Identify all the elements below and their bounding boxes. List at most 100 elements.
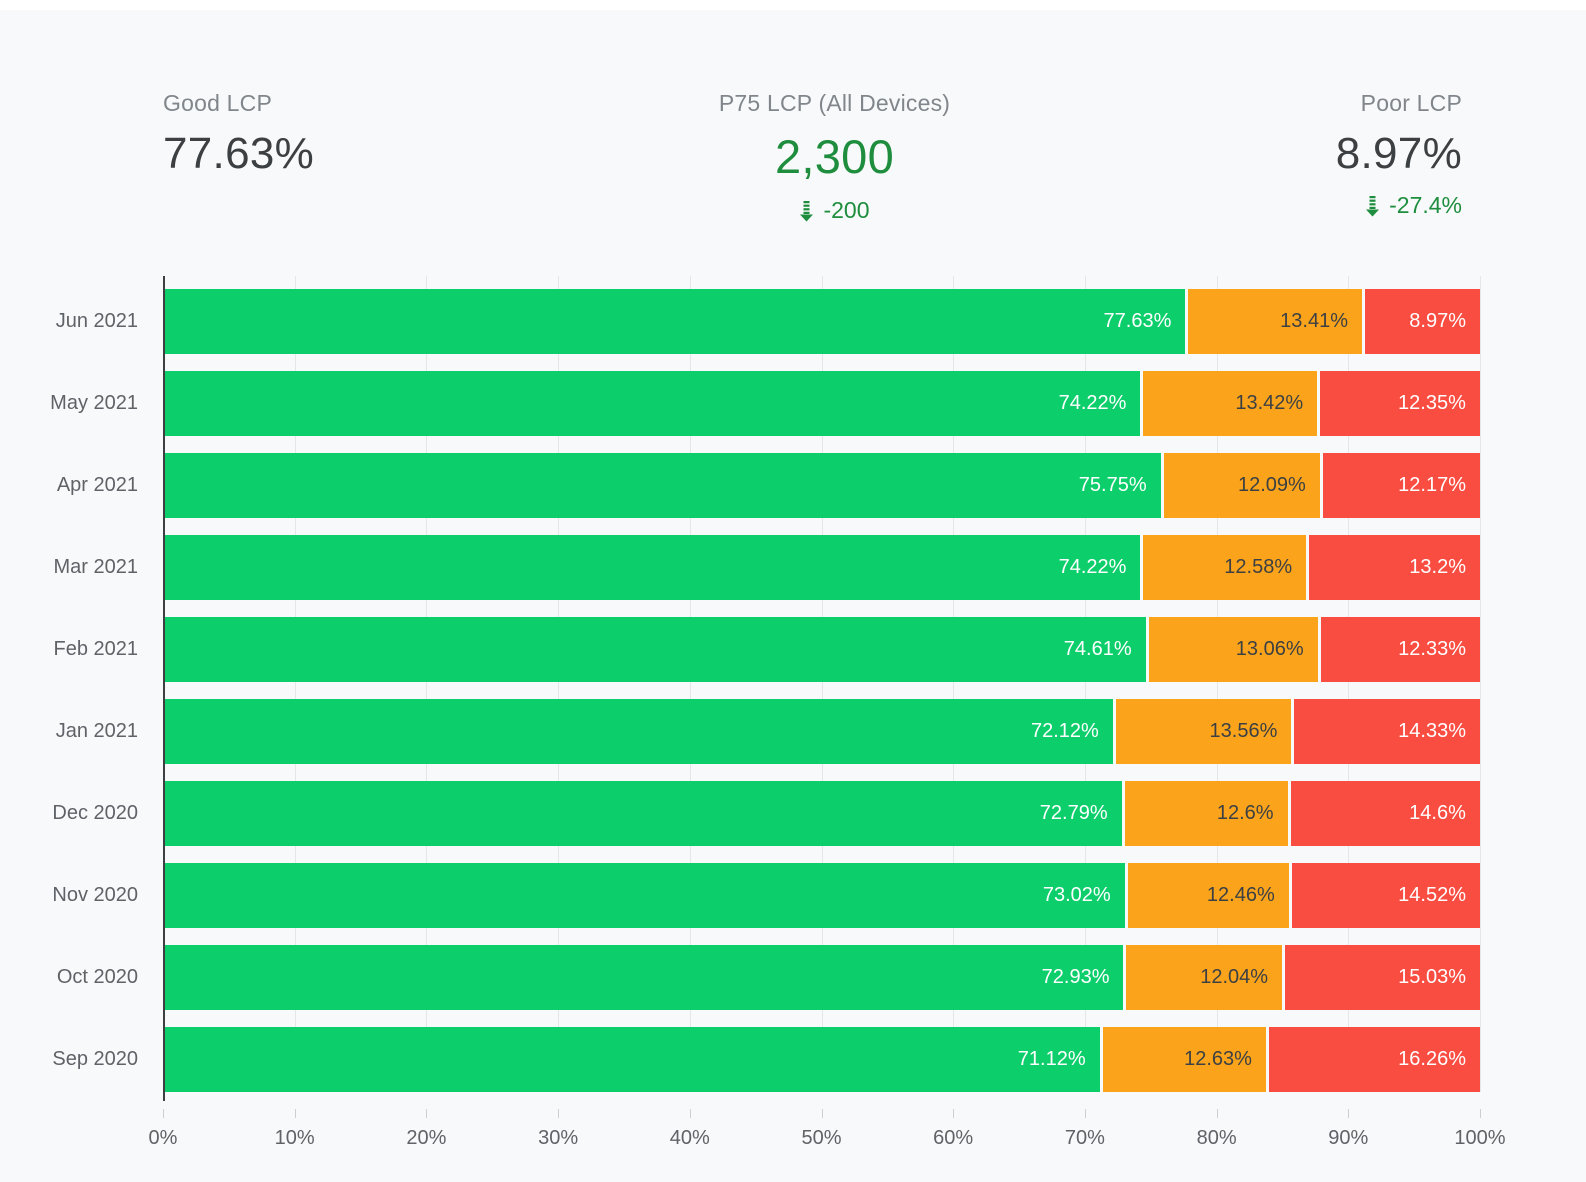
bar-segment-needs-improvement[interactable]: 12.6%: [1121, 781, 1288, 846]
bar-value-label: 14.33%: [1398, 720, 1466, 742]
bar-segment-good[interactable]: 71.12%: [163, 1027, 1100, 1092]
x-axis: 0% 10% 20% 30% 40% 50% 60% 70% 80% 90% 100%: [149, 1109, 1506, 1161]
gridline: [689, 276, 691, 1092]
scorecard-poor-label: Poor LCP: [1360, 90, 1462, 116]
axis-tick: [1348, 1109, 1350, 1118]
bar-value-label: 74.22%: [1058, 392, 1127, 414]
bar-segment-poor[interactable]: 14.52%: [1288, 863, 1480, 928]
bar-value-label: 74.22%: [1058, 556, 1127, 578]
bar-value-label: 12.6%: [1216, 802, 1274, 824]
scorecard-poor-change: -27.4%: [1029, 192, 1462, 219]
bar-row: 73.02% 12.46% 14.52%: [163, 863, 1480, 928]
scorecard-good-label: Good LCP: [163, 90, 272, 116]
bar-segment-poor[interactable]: 12.17%: [1319, 453, 1480, 518]
bar-value-label: 12.09%: [1238, 474, 1306, 496]
scorecard-good-value: 77.63%: [163, 129, 315, 178]
bar-value-label: 72.12%: [1030, 720, 1099, 742]
gridline: [953, 276, 955, 1092]
bar-value-label: 74.61%: [1063, 638, 1132, 660]
bar-segment-good[interactable]: 75.75%: [163, 453, 1161, 518]
y-axis-labels: Jun 2021 May 2021 Apr 2021 Mar 2021 Feb 2021…: [0, 276, 163, 1161]
bar-row: 74.22% 13.42% 12.35%: [163, 371, 1480, 436]
axis-tick: [953, 1109, 955, 1118]
bar-segment-good[interactable]: 72.12%: [163, 699, 1113, 764]
bar-segment-needs-improvement[interactable]: 12.04%: [1123, 945, 1283, 1010]
x-axis-label: 20%: [406, 1127, 447, 1149]
bar-segment-needs-improvement[interactable]: 12.09%: [1160, 453, 1320, 518]
x-axis-label: 30%: [538, 1127, 579, 1149]
bar-segment-needs-improvement[interactable]: 12.63%: [1099, 1027, 1266, 1092]
scorecard-p75-value: 2,300: [774, 130, 895, 183]
bar-segment-good[interactable]: 74.61%: [163, 617, 1146, 682]
bar-value-label: 12.58%: [1224, 556, 1293, 578]
bar-row: 72.12% 13.56% 14.33%: [163, 699, 1480, 764]
bar-value-label: 12.33%: [1398, 638, 1466, 660]
y-axis-label: Apr 2021: [56, 474, 138, 496]
bar-row: 77.63% 13.41% 8.97%: [163, 289, 1480, 354]
bar-value-label: 75.75%: [1078, 474, 1147, 496]
bar-value-label: 12.17%: [1398, 474, 1466, 496]
bar-segment-good[interactable]: 74.22%: [163, 535, 1141, 600]
scorecard-poor-lcp: Poor LCP 8.97% -27.4%: [1029, 90, 1462, 224]
y-axis-label: Jun 2021: [55, 310, 138, 332]
x-axis-label: 60%: [933, 1127, 974, 1149]
lcp-stacked-bar-chart: Jun 2021 May 2021 Apr 2021 Mar 2021 Feb 2021…: [0, 276, 1586, 1161]
bar-value-label: 72.93%: [1041, 966, 1110, 988]
bar-segment-needs-improvement[interactable]: 12.46%: [1124, 863, 1289, 928]
bar-segment-good[interactable]: 74.22%: [163, 371, 1141, 436]
bar-value-label: 12.63%: [1184, 1048, 1252, 1070]
bar-segment-poor[interactable]: 16.26%: [1265, 1027, 1480, 1092]
bar-row: 74.61% 13.06% 12.33%: [163, 617, 1480, 682]
axis-tick: [821, 1109, 823, 1118]
bar-segment-needs-improvement[interactable]: 13.06%: [1145, 617, 1318, 682]
gridline: [1348, 276, 1350, 1092]
axis-tick: [1216, 1109, 1218, 1118]
x-axis-label: 10%: [274, 1127, 315, 1149]
bar-value-label: 71.12%: [1017, 1048, 1086, 1070]
axis-tick: [426, 1109, 428, 1118]
bar-segment-poor[interactable]: 14.6%: [1287, 781, 1480, 846]
change-value: -27.4%: [1389, 192, 1462, 218]
bar-segment-good[interactable]: 72.79%: [163, 781, 1122, 846]
x-axis-label: 0%: [148, 1127, 178, 1149]
x-axis-label: 70%: [1064, 1127, 1105, 1149]
bar-row: 72.79% 12.6% 14.6%: [163, 781, 1480, 846]
y-axis-label: Nov 2020: [52, 884, 138, 906]
bar-value-label: 15.03%: [1398, 966, 1466, 988]
axis-tick: [163, 1109, 164, 1118]
scorecard-poor-value: 8.97%: [1335, 129, 1462, 178]
bar-row: 71.12% 12.63% 16.26%: [163, 1027, 1480, 1092]
bar-value-label: 13.2%: [1409, 556, 1466, 578]
gridline: [558, 276, 560, 1092]
bar-segment-needs-improvement[interactable]: 13.41%: [1185, 289, 1362, 354]
bar-segment-poor[interactable]: 12.33%: [1317, 617, 1480, 682]
bar-segment-needs-improvement[interactable]: 13.42%: [1140, 371, 1318, 436]
bar-segment-poor[interactable]: 14.33%: [1291, 699, 1480, 764]
bar-value-label: 14.52%: [1398, 884, 1466, 906]
bar-segment-good[interactable]: 72.93%: [163, 945, 1124, 1010]
bar-segment-good[interactable]: 73.02%: [163, 863, 1125, 928]
bar-segment-good[interactable]: 77.63%: [163, 289, 1186, 354]
bar-segment-needs-improvement[interactable]: 13.56%: [1112, 699, 1292, 764]
bar-segment-poor[interactable]: 12.35%: [1317, 371, 1480, 436]
down-arrow-icon: [799, 200, 814, 222]
bar-segment-poor[interactable]: 13.2%: [1306, 535, 1480, 600]
gridline: [1480, 276, 1481, 1092]
bar-value-label: 73.02%: [1042, 884, 1111, 906]
bar-value-label: 12.04%: [1200, 966, 1269, 988]
bar-value-label: 72.79%: [1039, 802, 1108, 824]
bar-segment-needs-improvement[interactable]: 12.58%: [1140, 535, 1307, 600]
gridline: [1216, 276, 1218, 1092]
x-axis-label: 90%: [1328, 1127, 1369, 1149]
scorecard-p75-change: -200: [618, 197, 1051, 224]
scorecard-good-lcp: Good LCP 77.63%: [163, 90, 596, 224]
x-axis-label: 100%: [1454, 1127, 1506, 1149]
axis-tick: [558, 1109, 560, 1118]
bar-value-label: 13.41%: [1280, 310, 1348, 332]
bar-segment-poor[interactable]: 15.03%: [1282, 945, 1480, 1010]
bar-row: 72.93% 12.04% 15.03%: [163, 945, 1480, 1010]
bar-value-label: 12.35%: [1398, 392, 1466, 414]
scorecard-p75-lcp: P75 LCP (All Devices) 2,300 -200: [618, 90, 1051, 224]
bar-segment-poor[interactable]: 8.97%: [1361, 289, 1480, 354]
y-axis-label: Jan 2021: [55, 720, 138, 742]
